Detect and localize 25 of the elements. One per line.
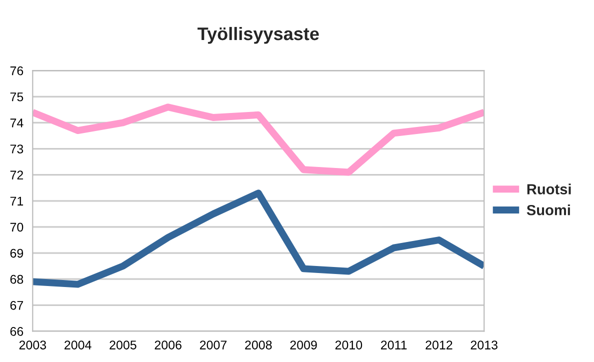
x-tick-label: 2003 <box>19 340 46 350</box>
x-tick-label: 2008 <box>245 340 272 350</box>
y-tick-label: 71 <box>10 196 24 206</box>
x-tick-label: 2011 <box>381 340 407 350</box>
chart-title: Työllisyysaste <box>198 26 319 44</box>
x-tick-label: 2012 <box>426 340 452 350</box>
x-tick-label: 2006 <box>154 340 182 350</box>
y-tick-label: 67 <box>10 300 24 310</box>
y-tick-label: 72 <box>10 170 24 180</box>
y-tick-label: 66 <box>10 327 24 336</box>
x-tick-label: 2005 <box>110 340 136 350</box>
y-tick-label: 75 <box>10 92 24 102</box>
x-tick-label: 2009 <box>290 340 317 350</box>
y-tick-label: 76 <box>10 66 24 76</box>
y-tick-label: 68 <box>10 274 24 284</box>
legend-label: Ruotsi <box>527 184 571 194</box>
y-tick-label: 70 <box>10 222 24 232</box>
x-tick-label: 2010 <box>335 340 362 350</box>
y-tick-label: 74 <box>10 118 24 128</box>
x-tick-label: 2007 <box>200 340 227 350</box>
legend-label: Suomi <box>526 204 570 216</box>
y-tick-label: 69 <box>10 248 24 258</box>
x-tick-label: 2013 <box>470 340 498 350</box>
y-tick-label: 73 <box>10 144 24 154</box>
x-tick-label: 2004 <box>64 340 92 350</box>
